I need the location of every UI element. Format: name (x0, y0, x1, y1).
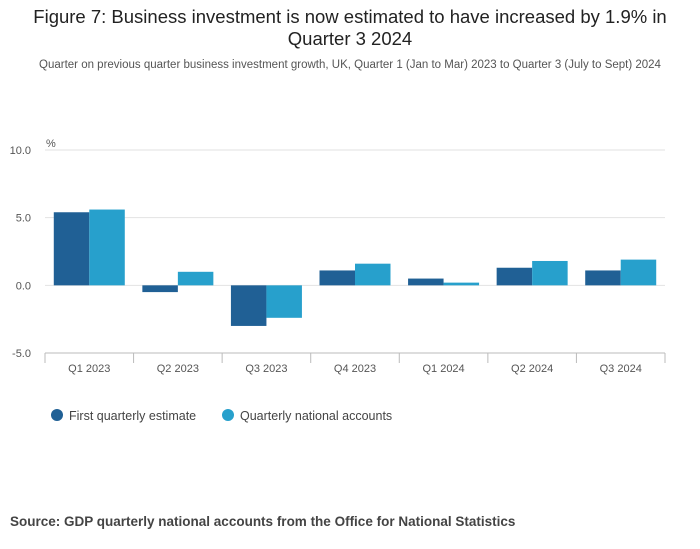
legend-label: First quarterly estimate (69, 409, 196, 423)
bar-first-estimate (53, 212, 90, 286)
x-tick-label: Q4 2023 (334, 363, 376, 375)
bar-national-accounts (443, 282, 480, 286)
bar-national-accounts (532, 260, 568, 286)
legend-label: Quarterly national accounts (240, 409, 392, 423)
y-tick-label: 0.0 (16, 280, 31, 292)
legend-swatch (51, 409, 63, 421)
bar-national-accounts (266, 285, 302, 318)
bar-first-estimate (319, 270, 355, 286)
x-tick-label: Q1 2024 (422, 363, 464, 375)
y-tick-label: 10.0 (10, 145, 31, 157)
chart-subtitle: Quarter on previous quarter business inv… (39, 59, 661, 71)
legend-swatch (222, 409, 234, 421)
y-tick-label: -5.0 (12, 348, 31, 360)
x-axis: Q1 2023 Q2 2023 Q3 2023 Q4 2023 Q1 2024 Q2 20… (44, 352, 666, 375)
bar-national-accounts (620, 259, 657, 286)
legend: First quarterly estimate Quarterly nation… (51, 409, 392, 423)
bar-first-estimate (585, 270, 621, 286)
x-tick-label: Q2 2023 (157, 363, 199, 375)
x-tick-label: Q3 2024 (600, 363, 642, 375)
bar-national-accounts (89, 209, 125, 286)
chart-title: Figure 7: Business investment is now est… (33, 6, 667, 49)
x-tick-label: Q1 2023 (68, 363, 110, 375)
bar-national-accounts (355, 263, 391, 286)
bars (53, 209, 657, 326)
bar-first-estimate (408, 278, 444, 286)
y-tick-label: 5.0 (16, 213, 31, 225)
bar-national-accounts (177, 271, 214, 286)
x-tick-label: Q3 2023 (245, 363, 287, 375)
y-axis-unit-label: % (46, 138, 56, 150)
x-tick-label: Q2 2024 (511, 363, 553, 375)
bar-first-estimate (230, 285, 267, 326)
bar-first-estimate (142, 285, 178, 293)
source-note: Source: GDP quarterly national accounts … (10, 514, 516, 529)
bar-first-estimate (496, 267, 533, 286)
